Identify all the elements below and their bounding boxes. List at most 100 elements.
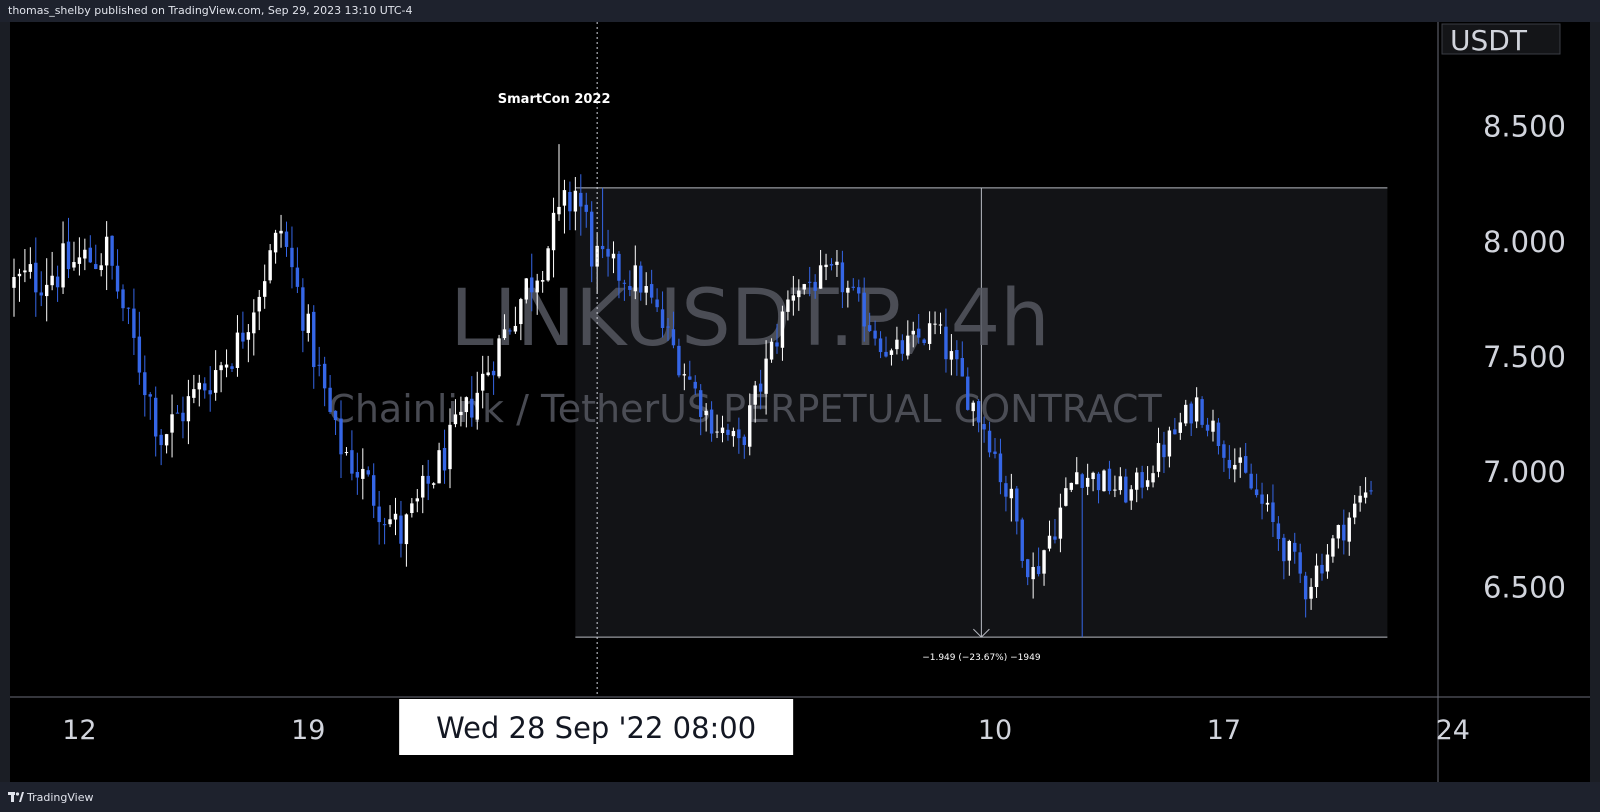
candle-body [290,247,294,268]
candle [955,340,959,376]
candle [579,174,583,236]
candle [410,498,414,518]
x-tick-label: 17 [1207,715,1241,746]
candle-body [502,329,507,339]
tradingview-logo[interactable]: TradingView [8,790,93,804]
candle-body [927,323,932,344]
candle [1184,399,1188,427]
candle [753,380,757,423]
candle-body [699,390,703,417]
candle [562,179,567,234]
candle [224,349,229,378]
candle-body [23,270,27,273]
candle [388,505,392,528]
candle [279,214,283,248]
candle-body [170,414,174,433]
candle-body [993,451,997,454]
candle-body [1276,523,1281,539]
candle [1047,520,1052,552]
candle [922,338,926,346]
candle [94,244,98,270]
candle [982,416,986,443]
candle-body [1282,537,1286,562]
candle [1064,477,1068,507]
candle [88,235,92,264]
candle [1227,445,1232,480]
candle [1244,443,1248,474]
candle [284,221,289,257]
candle [1233,448,1237,483]
candle-body [1331,538,1335,557]
candle-body [437,450,441,484]
candle [1026,558,1030,586]
candle [306,304,310,342]
candle [1260,482,1264,520]
candle [192,374,196,404]
candle [998,438,1003,495]
candle-body [17,273,22,277]
candle-body [666,326,670,328]
candle [1167,426,1172,468]
price-chart[interactable]: −1.949 (−23.67%) −1949 LINKUSDT.P, 4h Chai… [10,22,1590,782]
candle [633,245,637,300]
candle-body [252,312,256,334]
candle-body [1358,495,1362,503]
candle-body [1238,457,1242,463]
candle-body [197,382,201,390]
candle-body [148,394,152,397]
candle-body [104,236,109,266]
candle-body [99,265,103,271]
candle [1298,543,1302,583]
candle [50,251,54,291]
candle [1303,571,1308,618]
candle [497,334,501,379]
candle-body [1080,474,1084,488]
candle-body [257,296,261,312]
candle-body [203,383,207,391]
candle-body [1075,472,1079,485]
candle-body [530,277,534,293]
candle [393,497,398,536]
candle-body [579,192,583,207]
candle-body [966,376,970,410]
candle [415,489,419,513]
candle-body [317,364,321,366]
candle-body [971,402,975,412]
candle-body [475,392,479,420]
candle [361,448,365,500]
candle-body [322,363,327,389]
candle [115,249,120,299]
candle [431,482,436,489]
candle-body [1265,502,1270,505]
candle [1325,544,1330,579]
candle [61,221,65,294]
candle-body [143,372,147,396]
candle [464,396,469,428]
candle [1342,509,1346,555]
candle-body [709,409,714,434]
candle [290,226,294,289]
candle [399,500,403,558]
x-axis: 12 19 10 17 24 Wed 28 Sep '22 08:00 [62,699,1470,755]
candle-body [404,514,409,545]
candle-body [884,351,888,357]
candle [208,366,212,412]
candle [835,249,839,277]
candle-body [617,253,621,281]
candle [720,415,725,443]
candle [1216,418,1221,455]
candle-body [224,364,229,368]
candle [470,376,474,427]
candle [540,271,545,293]
candle [535,273,539,315]
candle [617,251,621,299]
candle [181,396,185,439]
candle-body [590,211,594,267]
chart-frame[interactable]: −1.949 (−23.67%) −1949 LINKUSDT.P, 4h Chai… [10,22,1590,782]
candle-body [660,309,665,328]
candle-body [426,475,430,484]
candle-body [720,427,725,434]
candle [557,144,561,221]
candle [1053,518,1057,544]
candle [1015,485,1019,535]
